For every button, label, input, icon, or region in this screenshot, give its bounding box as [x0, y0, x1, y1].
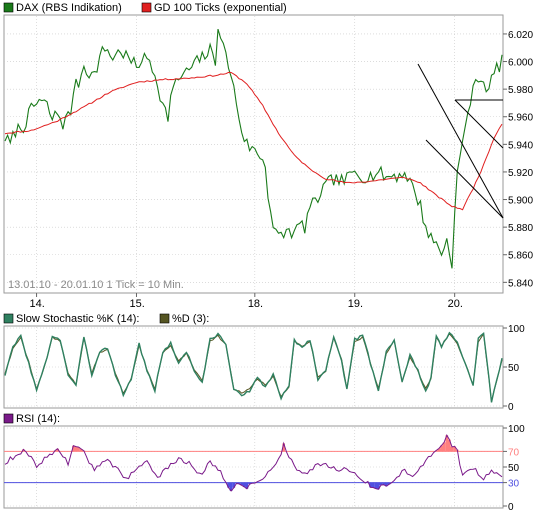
price-y-tick-label: 5.920	[508, 168, 533, 179]
price-legend-label-gd100: GD 100 Ticks (exponential)	[154, 2, 287, 14]
price-y-tick-label: 6.000	[508, 58, 533, 69]
price-legend-swatch-dax	[3, 2, 14, 13]
price-x-ticks: 14. 15. 18. 19. 20.	[30, 293, 463, 310]
stoch-y-tick-label: 100	[508, 324, 525, 335]
rsi-y-tick-label: 100	[508, 424, 525, 435]
price-y-tick-label: 5.940	[508, 140, 533, 151]
price-y-tick-label: 6.020	[508, 30, 533, 41]
price-x-tick-label: 15.	[129, 298, 144, 310]
price-y-ticks: 5.840 5.860 5.880 5.900 5.920 5.940 5.960 5.980…	[503, 30, 533, 289]
rsi-grid	[4, 427, 503, 507]
trend-line-upper-right	[454, 99, 504, 149]
rsi-y-tick-label: 0	[508, 502, 514, 513]
rsi-legend-swatch	[3, 413, 14, 424]
stoch-y-ticks: 0 50 100	[503, 324, 525, 413]
price-y-tick-label: 5.860	[508, 251, 533, 262]
price-series-line	[4, 28, 503, 269]
price-y-tick-label: 5.960	[508, 113, 533, 124]
stoch-y-tick-label: 0	[508, 402, 514, 413]
rsi-y-tick-label: 50	[508, 463, 520, 474]
price-legend-swatch-gd100	[141, 2, 152, 13]
price-y-tick-label: 5.840	[508, 278, 533, 289]
price-y-tick-label: 5.880	[508, 223, 533, 234]
rsi-y-tick-label: 70	[508, 447, 520, 458]
stoch-k-line	[4, 331, 503, 403]
price-x-tick-label: 19.	[348, 298, 363, 310]
rsi-oversold-fill	[227, 482, 393, 491]
stoch-legend-label-d: %D (3):	[172, 313, 209, 325]
period-label: 13.01.10 - 20.01.10 1 Tick = 10 Min.	[8, 279, 184, 291]
stoch-grid	[4, 327, 503, 407]
price-x-tick-label: 20.	[448, 298, 463, 310]
stoch-d-line	[4, 332, 503, 402]
price-panel: DAX (RBS Indikation) GD 100 Ticks (expon…	[3, 2, 533, 310]
ma-series-line	[4, 71, 503, 211]
trend-line-upper	[417, 63, 504, 219]
price-legend-label-dax: DAX (RBS Indikation)	[16, 2, 122, 14]
price-y-tick-label: 5.980	[508, 85, 533, 96]
stoch-legend-label-k: Slow Stochastic %K (14):	[16, 313, 140, 325]
rsi-y-tick-label: 30	[508, 479, 520, 490]
rsi-panel: RSI (14): 100 70 50 30 0	[3, 413, 525, 513]
rsi-overbought-fill	[22, 435, 459, 452]
rsi-legend-label: RSI (14):	[16, 413, 60, 425]
rsi-level-lines	[4, 450, 503, 484]
trend-lines	[417, 63, 504, 219]
rsi-line	[4, 434, 503, 492]
trend-line-lower-left	[425, 139, 504, 219]
price-plot-frame	[3, 14, 504, 294]
stoch-legend-swatch-k	[3, 313, 14, 324]
price-y-tick-label: 5.900	[508, 196, 533, 207]
price-x-tick-label: 14.	[30, 298, 45, 310]
stoch-y-tick-label: 50	[508, 363, 520, 374]
stochastic-panel: Slow Stochastic %K (14): %D (3): 0 50 100	[3, 313, 525, 413]
price-x-tick-label: 18.	[248, 298, 263, 310]
stoch-legend-swatch-d	[159, 313, 170, 324]
price-grid	[4, 16, 503, 293]
rsi-fills	[22, 435, 459, 491]
rsi-y-ticks: 100 70 50 30 0	[503, 424, 525, 513]
